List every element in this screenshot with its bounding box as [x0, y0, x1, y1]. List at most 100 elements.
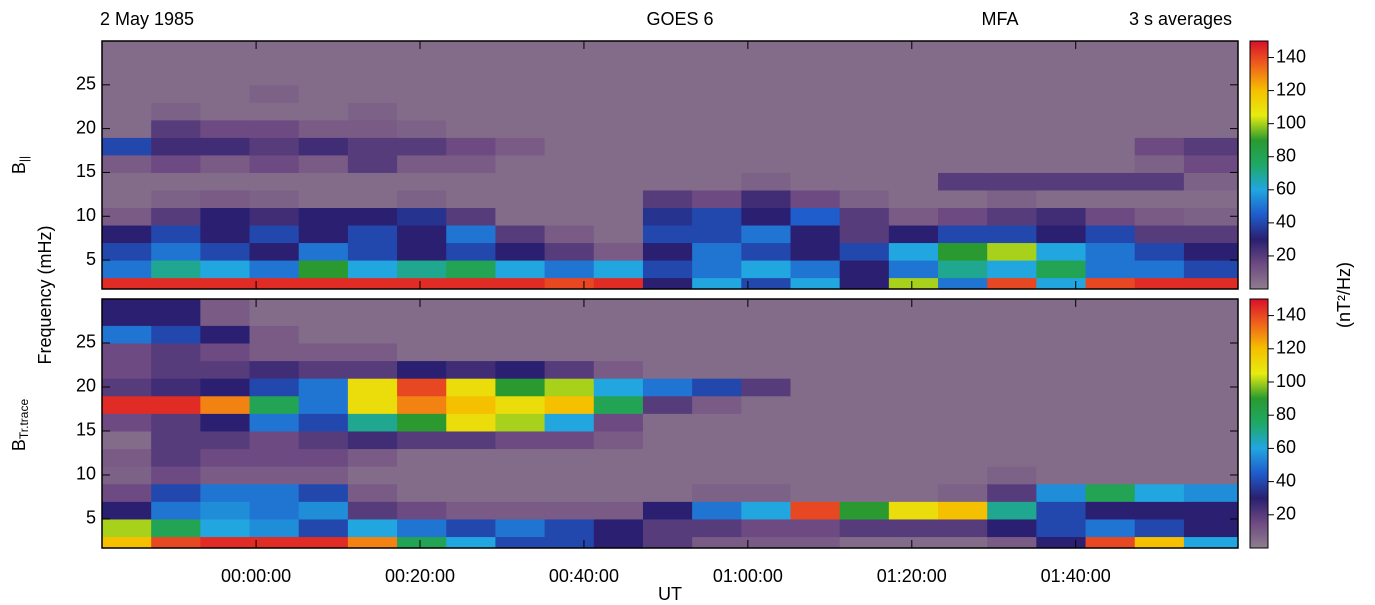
heatmap-cell [1036, 395, 1087, 414]
heatmap-cell [102, 277, 152, 290]
heatmap-cell [593, 448, 644, 467]
heatmap-cell [1134, 67, 1185, 86]
heatmap-cell [642, 84, 693, 103]
heatmap-cell [151, 483, 201, 502]
heatmap-cell [397, 119, 447, 138]
heatmap-cell [692, 67, 742, 86]
heatmap-cell [347, 172, 398, 191]
heatmap-cell [1036, 207, 1087, 226]
heatmap-cell [741, 154, 791, 173]
heatmap-cell [397, 360, 447, 379]
heatmap-cell [642, 483, 693, 502]
heatmap-cell [151, 501, 201, 520]
heatmap-cell [298, 84, 349, 103]
heatmap-cell [347, 413, 398, 432]
heatmap-cell [397, 41, 447, 68]
heatmap-cell [1183, 242, 1239, 261]
heatmap-cell [200, 378, 251, 397]
heatmap-cell [1036, 299, 1087, 326]
heatmap-cell [298, 342, 349, 362]
heatmap-cell [692, 466, 742, 485]
header-text: 3 s averages [1129, 9, 1232, 29]
heatmap-cell [888, 448, 939, 467]
heatmap-cell [593, 536, 644, 549]
heatmap-cell [987, 325, 1037, 344]
heatmap-cell [987, 342, 1037, 362]
heatmap-cell [692, 277, 742, 290]
heatmap-cell [987, 448, 1037, 467]
heatmap-cell [1036, 518, 1087, 538]
heatmap-cell [544, 119, 595, 138]
heatmap-cell [544, 518, 595, 538]
heatmap-cell [495, 395, 546, 414]
heatmap-cell [249, 466, 300, 485]
heatmap-cell [987, 277, 1037, 290]
heatmap-cell [987, 172, 1037, 191]
heatmap-cell [298, 102, 349, 121]
heatmap-cell [102, 189, 152, 209]
heatmap-cell [1085, 84, 1136, 103]
heatmap-cell [397, 501, 447, 520]
heatmap-cell [938, 67, 988, 86]
heatmap-cell [544, 430, 595, 450]
heatmap-cell [888, 378, 939, 397]
heatmap-cell [397, 189, 447, 209]
heatmap-cell [642, 466, 693, 485]
heatmap-cell [1183, 342, 1239, 362]
heatmap-cell [888, 137, 939, 156]
heatmap-cell [741, 325, 791, 344]
heatmap-cell [347, 430, 398, 450]
heatmap-cell [151, 225, 201, 244]
heatmap-cell [249, 360, 300, 379]
heatmap-cell [1183, 41, 1239, 68]
x-tick-label: 01:00:00 [713, 566, 783, 586]
heatmap-cell [200, 536, 251, 549]
heatmap-cell [593, 119, 644, 138]
heatmap-cell [347, 137, 398, 156]
heatmap-cell [1036, 41, 1087, 68]
heatmap-cell [692, 172, 742, 191]
heatmap-cell [495, 154, 546, 173]
heatmap-cell [397, 342, 447, 362]
heatmap-cell [347, 119, 398, 138]
heatmap-cell [790, 536, 841, 549]
heatmap-cell [741, 119, 791, 138]
heatmap-cell [741, 102, 791, 121]
heatmap-cell [151, 299, 201, 326]
heatmap-cell [495, 413, 546, 432]
heatmap-cell [938, 154, 988, 173]
heatmap-cell [1036, 154, 1087, 173]
heatmap-cell [102, 395, 152, 414]
heatmap-cell [888, 360, 939, 379]
panel-label-sub: Tr.trace [17, 399, 31, 440]
plot-frame [101, 40, 1239, 290]
heatmap-cell [741, 225, 791, 244]
heatmap-cell [790, 67, 841, 86]
heatmap-cell [1183, 119, 1239, 138]
x-tick-label: 01:20:00 [877, 566, 947, 586]
heatmap-cell [593, 189, 644, 209]
heatmap-cell [200, 395, 251, 414]
heatmap-cell [790, 430, 841, 450]
heatmap-cell [888, 501, 939, 520]
heatmap-cell [692, 154, 742, 173]
colorbar-tick-label: 100 [1276, 112, 1306, 132]
heatmap-cell [397, 466, 447, 485]
heatmap-cell [741, 413, 791, 432]
heatmap-cell [1085, 342, 1136, 362]
heatmap-cell [938, 119, 988, 138]
heatmap-cell [987, 395, 1037, 414]
heatmap-cell [298, 67, 349, 86]
heatmap-cell [102, 325, 152, 344]
heatmap-cell [593, 466, 644, 485]
heatmap-cell [151, 189, 201, 209]
heatmap-cell [692, 395, 742, 414]
heatmap-cell [200, 207, 251, 226]
heatmap-cell [1183, 260, 1239, 279]
colorbar-tick-label: 80 [1276, 404, 1296, 424]
heatmap-cell [741, 430, 791, 450]
heatmap-cell [249, 260, 300, 279]
panel-label: BTr.trace [9, 399, 31, 452]
heatmap-cell [790, 448, 841, 467]
heatmap-cell [102, 518, 152, 538]
